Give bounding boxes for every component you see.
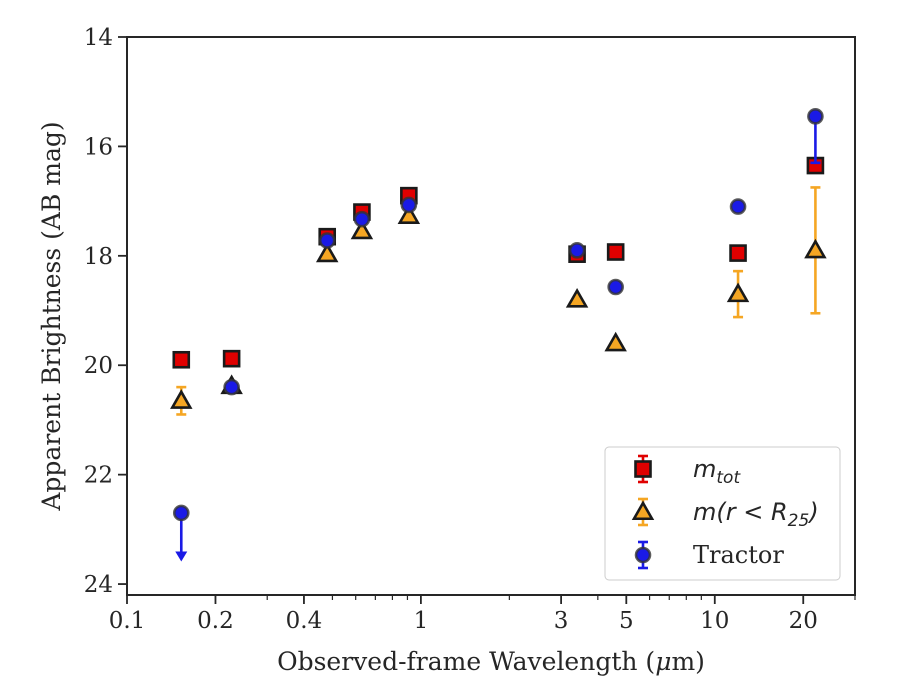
x-axis-label: Observed-frame Wavelength (μm) (277, 647, 705, 676)
mtot-point (606, 243, 625, 261)
x-tick-label: 0.1 (109, 608, 146, 634)
axis-ticks: 0.1 0.2 0.4 1 3 5 10 20 14 16 18 20 22 24 (84, 25, 856, 634)
tractor-limit-arrow (175, 551, 188, 562)
tractor-point (607, 278, 624, 296)
tractor-point (568, 242, 586, 259)
legend-markers (631, 454, 655, 570)
series-tractor (172, 108, 824, 562)
legend-mtot-main: m (693, 455, 716, 483)
legend-mr25-sub: 25 (788, 511, 810, 531)
mr25-point (565, 287, 589, 308)
tractor-point (807, 108, 824, 125)
tractor-point (729, 198, 747, 215)
legend-mtot-sub: tot (716, 468, 741, 488)
legend: mtot m(r < R25) Tractor (604, 446, 841, 581)
y-axis-label: Apparent Brightness (AB mag) (37, 121, 66, 511)
mtot-point (222, 349, 241, 368)
legend-label-tractor: Tractor (693, 541, 784, 569)
y-tick-label: 18 (84, 244, 113, 270)
y-tick-label: 20 (84, 353, 113, 379)
legend-marker-mr25 (631, 500, 655, 521)
mr25-point (804, 238, 827, 259)
mr25-point (170, 389, 193, 409)
x-tick-label: 1 (414, 608, 429, 634)
y-tick-label: 22 (84, 463, 113, 489)
tractor-point (172, 504, 190, 522)
x-tick-label: 0.4 (286, 608, 323, 634)
legend-mr25-inner: (r < R (716, 498, 787, 526)
x-tick-label: 0.2 (197, 608, 234, 634)
series-mr25 (170, 186, 827, 416)
x-axis-label-suffix: m) (671, 647, 704, 676)
legend-box (604, 446, 841, 581)
legend-marker-tractor (634, 546, 652, 564)
plot-frame (126, 36, 856, 596)
mr25-point (397, 204, 421, 224)
legend-mr25-close: ) (807, 498, 818, 526)
tractor-point (400, 196, 418, 214)
x-axis-label-prefix: Observed-frame Wavelength ( (277, 647, 655, 676)
mtot-point (172, 350, 191, 369)
x-tick-label: 3 (554, 608, 569, 634)
legend-label-mr25: m(r < R25) (693, 498, 819, 531)
x-tick-label: 20 (789, 608, 818, 634)
mr25-point (604, 331, 627, 352)
x-axis-label-mu: μ (655, 647, 671, 676)
tractor-point (353, 210, 371, 228)
legend-marker-mtot (634, 460, 652, 478)
series-mtot (172, 156, 825, 369)
legend-label-mtot: mtot (693, 455, 741, 488)
legend-mr25-main: m (693, 498, 716, 526)
x-tick-label: 5 (619, 608, 634, 634)
y-tick-label: 14 (84, 25, 113, 51)
tractor-point (223, 378, 240, 396)
mr25-point (350, 219, 374, 240)
tractor-point (318, 232, 336, 249)
y-tick-label: 16 (84, 134, 113, 160)
mtot-point (729, 244, 747, 262)
x-tick-label: 10 (700, 608, 729, 634)
y-tick-label: 24 (84, 572, 113, 598)
mr25-point (315, 242, 339, 263)
mr25-point (726, 282, 750, 303)
data-marks (170, 108, 827, 562)
